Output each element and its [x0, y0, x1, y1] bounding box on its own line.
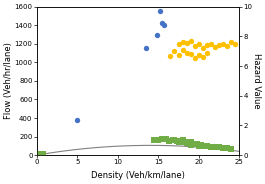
Point [180, 40, 185, 43]
Point [195, 142, 199, 145]
Point [193, 142, 197, 145]
Point [156, 138, 160, 141]
Point [176, 140, 181, 143]
Point [221, 42, 225, 45]
Point [197, 53, 201, 56]
Point [172, 139, 176, 142]
Point [197, 42, 201, 45]
Point [184, 140, 189, 143]
Point [180, 141, 185, 144]
Point [201, 47, 205, 50]
Point [164, 137, 169, 140]
Point [209, 146, 213, 148]
Y-axis label: Hazard Value: Hazard Value [252, 53, 261, 109]
Point [213, 46, 217, 49]
Point [201, 144, 205, 147]
Point [193, 56, 197, 59]
Point [158, 10, 162, 13]
Point [152, 139, 156, 142]
Point [217, 146, 221, 149]
Point [189, 141, 193, 144]
Point [205, 145, 209, 148]
Point [144, 47, 148, 50]
Point [172, 50, 176, 53]
Point [184, 41, 189, 44]
Point [217, 43, 221, 46]
Point [189, 144, 193, 147]
Point [209, 42, 213, 45]
Point [201, 55, 205, 58]
Point [75, 118, 79, 121]
Point [162, 24, 166, 27]
Point [176, 53, 181, 56]
Point [37, 152, 41, 155]
Point [225, 44, 229, 47]
Point [199, 144, 203, 147]
Point [193, 44, 197, 47]
Point [229, 148, 233, 151]
Point [213, 145, 217, 148]
Point [225, 147, 229, 150]
Point [176, 42, 181, 45]
Point [189, 40, 193, 43]
Point [171, 138, 175, 141]
Point [205, 52, 209, 54]
Point [184, 141, 189, 144]
Point [154, 34, 159, 37]
Point [184, 52, 189, 54]
Point [221, 146, 225, 149]
Point [189, 52, 193, 55]
Point [41, 152, 45, 155]
Point [197, 145, 201, 148]
X-axis label: Density (Veh/km/lane): Density (Veh/km/lane) [91, 171, 185, 180]
Point [233, 42, 237, 45]
Y-axis label: Flow (Veh/hr/lane): Flow (Veh/hr/lane) [4, 43, 13, 119]
Point [160, 138, 165, 141]
Point [229, 40, 233, 43]
Point [180, 139, 185, 142]
Point [175, 139, 179, 142]
Point [180, 49, 185, 52]
Point [160, 22, 165, 25]
Point [167, 139, 171, 142]
Point [168, 54, 173, 57]
Point [205, 43, 209, 46]
